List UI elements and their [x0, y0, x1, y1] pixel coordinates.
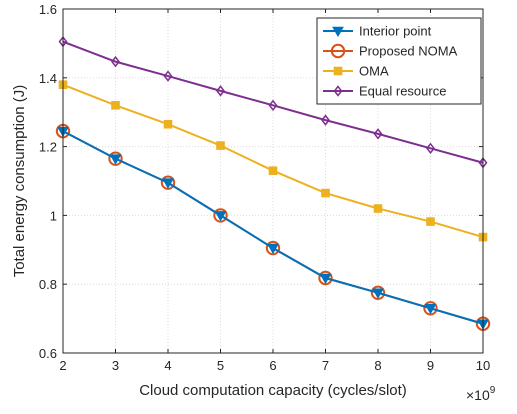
x-tick-label: 4	[164, 358, 171, 373]
legend-entry: OMA	[323, 64, 389, 79]
data-point	[109, 154, 122, 165]
data-point	[111, 55, 120, 68]
series-equal-resource	[58, 35, 488, 169]
legend-entry: Equal resource	[323, 84, 446, 99]
x-tick-label: 6	[269, 358, 276, 373]
series-line	[62, 83, 484, 239]
y-tick-label: 0.6	[39, 346, 57, 361]
series-interior-point	[57, 126, 489, 330]
data-point	[423, 301, 438, 316]
y-axis-label: Total energy consumption (J)	[11, 85, 28, 278]
legend-marker	[333, 66, 343, 76]
data-point	[108, 151, 123, 166]
legend-marker	[330, 43, 346, 59]
data-point	[426, 142, 435, 155]
x-tick-label: 10	[476, 358, 490, 373]
data-point	[267, 243, 279, 255]
x-tick-label: 9	[427, 358, 434, 373]
data-point	[373, 204, 383, 213]
data-point	[160, 175, 176, 190]
data-point	[268, 166, 278, 175]
data-point	[319, 273, 332, 285]
data-point	[321, 188, 330, 198]
data-point	[268, 99, 278, 112]
x-tick-label: 8	[374, 358, 381, 373]
series-line	[62, 40, 484, 164]
series-proposed-noma	[55, 123, 491, 331]
legend-label: Proposed NOMA	[359, 44, 458, 59]
data-point	[265, 240, 281, 256]
data-point	[163, 119, 173, 129]
data-point	[318, 270, 333, 286]
y-tick-label: 1	[50, 208, 57, 223]
x-exponent-base: ×10	[466, 387, 490, 403]
legend-label: Interior point	[359, 24, 432, 39]
series-oma	[58, 80, 488, 242]
legend-marker	[333, 85, 343, 97]
data-point	[321, 114, 330, 126]
x-tick-label: 5	[217, 358, 224, 373]
data-point	[372, 288, 384, 299]
y-tick-label: 1.4	[39, 71, 57, 86]
y-tick-label: 1.2	[39, 140, 57, 155]
legend: Interior point Proposed NOMA OMA Equal reso…	[316, 17, 482, 105]
data-point	[373, 128, 383, 140]
ticks: 2 3 4 5 6 7 8 9 10 0.6 0.8 1 1.2 1.4 1.6	[39, 2, 490, 373]
legend-marker	[332, 26, 344, 38]
legend-box	[316, 17, 482, 105]
x-exponent: ×109	[466, 385, 496, 403]
x-exponent-power: 9	[490, 385, 496, 396]
data-point	[162, 178, 174, 189]
legend-entry: Interior point	[323, 24, 432, 39]
data-point	[111, 101, 120, 110]
x-tick-label: 2	[59, 358, 66, 373]
data-point	[163, 70, 173, 82]
data-point	[426, 217, 435, 226]
x-tick-label: 3	[112, 358, 119, 373]
legend-label: OMA	[359, 64, 389, 79]
x-axis-label: Cloud computation capacity (cycles/slot)	[139, 382, 407, 399]
data-point	[370, 285, 386, 300]
legend-entry: Proposed NOMA	[323, 44, 458, 59]
data-point	[214, 211, 227, 222]
data-point	[424, 303, 437, 315]
y-tick-label: 0.8	[39, 277, 57, 292]
series-layer	[55, 35, 491, 331]
y-tick-label: 1.6	[39, 2, 57, 17]
legend-label: Equal resource	[359, 84, 446, 99]
data-point	[216, 85, 225, 97]
x-tick-label: 7	[322, 358, 329, 373]
data-point	[213, 208, 228, 223]
data-point	[216, 141, 225, 150]
